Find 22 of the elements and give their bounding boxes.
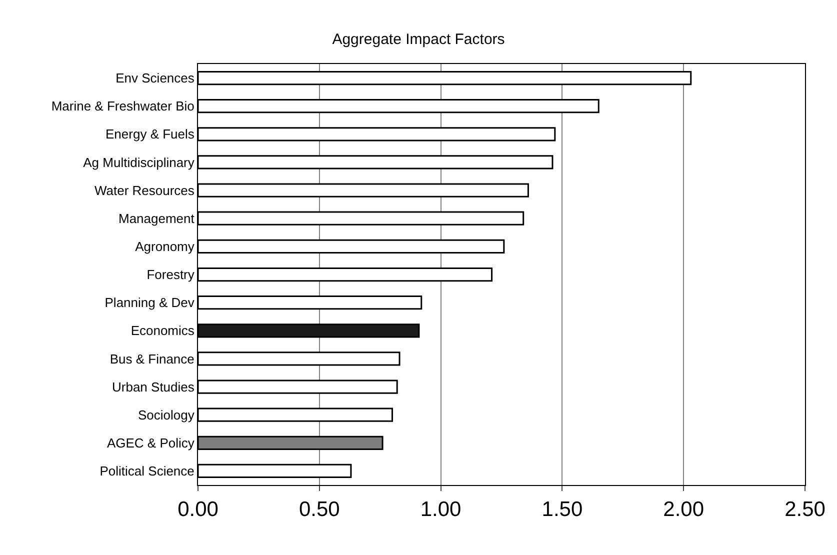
x-tick-label: 0.50 [298,498,340,522]
x-tick-label: 1.00 [420,498,462,522]
y-tick-label: Urban Studies [112,379,195,394]
y-tick-label: Agronomy [135,238,195,254]
y-tick-label: Political Science [100,464,194,479]
y-tick-label: Planning & Dev [104,295,195,310]
y-tick-label: Sociology [138,407,195,422]
y-tick-label: Water Resources [94,182,195,198]
x-tick-label: 1.50 [542,498,583,522]
chart-title: Aggregate Impact Factors [332,30,505,48]
y-tick-label: Ag Multidisciplinary [83,154,195,170]
y-tick-label: AGEC & Policy [106,435,195,450]
y-tick-label: Energy & Fuels [106,126,195,142]
x-tick-label: 0.00 [178,498,218,522]
y-tick-label: Bus & Finance [110,351,194,366]
y-tick-label: Marine & Freshwater Bio [51,98,194,114]
x-tick-label: 2.50 [784,498,826,522]
y-tick-label: Management [118,210,195,226]
x-tick-label: 2.00 [663,498,704,522]
y-tick-label: Env Sciences [116,70,195,86]
y-tick-label: Economics [130,323,195,338]
y-tick-label: Forestry [146,267,195,282]
